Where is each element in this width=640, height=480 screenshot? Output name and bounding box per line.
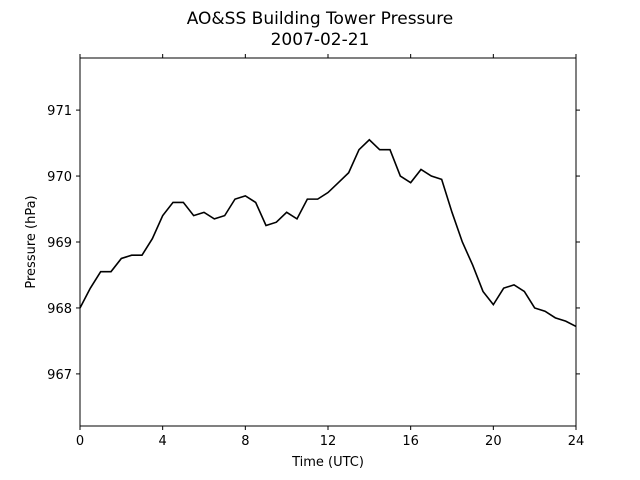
x-tick-label: 20: [485, 434, 502, 449]
x-tick-label: 8: [241, 434, 249, 449]
y-axis-label: Pressure (hPa): [24, 195, 39, 288]
data-line: [79, 138, 577, 328]
x-axis-label: Time (UTC): [291, 455, 364, 470]
x-tick-label: 16: [402, 434, 419, 449]
chart-subtitle: 2007-02-21: [271, 30, 370, 50]
y-tick-label: 968: [47, 302, 72, 317]
x-tick-label: 0: [76, 434, 84, 449]
chart-title: AO&SS Building Tower Pressure: [187, 9, 454, 29]
x-tick-label: 4: [159, 434, 167, 449]
y-tick-label: 970: [47, 170, 72, 185]
y-tick-label: 971: [47, 104, 72, 119]
y-tick-label: 967: [47, 368, 72, 383]
x-tick-label: 12: [320, 434, 337, 449]
y-tick-label: 969: [47, 236, 72, 251]
x-tick-label: 24: [568, 434, 585, 449]
plot-frame: [79, 57, 577, 427]
